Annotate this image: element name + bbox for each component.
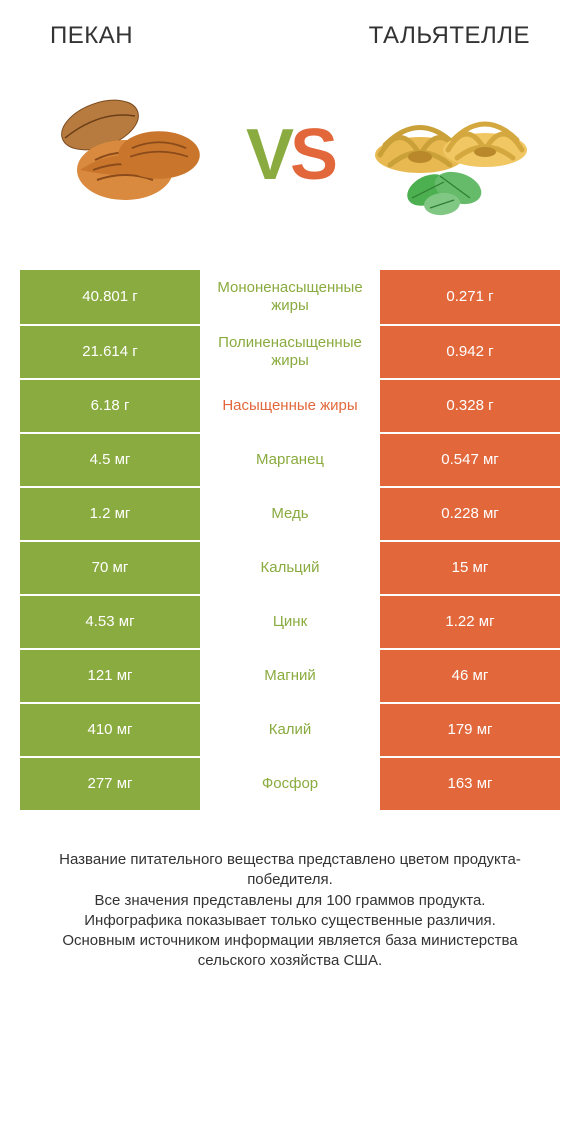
nutrient-label: Кальций bbox=[200, 542, 380, 594]
right-value: 0.271 г bbox=[380, 270, 560, 324]
right-value: 1.22 мг bbox=[380, 596, 560, 648]
left-value: 21.614 г bbox=[20, 326, 200, 378]
nutrient-label: Калий bbox=[200, 704, 380, 756]
table-row: 70 мгКальций15 мг bbox=[20, 540, 560, 594]
footer-line: Название питательного вещества представл… bbox=[28, 850, 552, 891]
left-value: 410 мг bbox=[20, 704, 200, 756]
tagliatelle-icon bbox=[370, 80, 540, 230]
table-row: 121 мгМагний46 мг bbox=[20, 648, 560, 702]
footer-line: Все значения представлены для 100 граммо… bbox=[28, 891, 552, 911]
right-value: 0.328 г bbox=[380, 380, 560, 432]
nutrient-label: Медь bbox=[200, 488, 380, 540]
right-value: 0.547 мг bbox=[380, 434, 560, 486]
footer-note: Название питательного вещества представл… bbox=[0, 810, 580, 972]
table-row: 277 мгФосфор163 мг bbox=[20, 756, 560, 810]
right-value: 179 мг bbox=[380, 704, 560, 756]
left-value: 1.2 мг bbox=[20, 488, 200, 540]
left-food-title: ПЕКАН bbox=[50, 22, 133, 50]
left-value: 6.18 г bbox=[20, 380, 200, 432]
nutrient-label: Насыщенные жиры bbox=[200, 380, 380, 432]
table-row: 21.614 гПолиненасыщенные жиры0.942 г bbox=[20, 324, 560, 378]
vs-area: VS bbox=[0, 50, 580, 270]
left-value: 40.801 г bbox=[20, 270, 200, 324]
table-row: 1.2 мгМедь0.228 мг bbox=[20, 486, 560, 540]
footer-line: Основным источником информации является … bbox=[28, 931, 552, 972]
right-value: 0.228 мг bbox=[380, 488, 560, 540]
nutrient-label: Цинк bbox=[200, 596, 380, 648]
right-value: 0.942 г bbox=[380, 326, 560, 378]
pecan-icon bbox=[40, 80, 210, 230]
left-value: 70 мг bbox=[20, 542, 200, 594]
left-value: 4.5 мг bbox=[20, 434, 200, 486]
right-food-title: ТАЛЬЯТЕЛЛЕ bbox=[369, 22, 530, 50]
nutrient-label: Мононенасыщенные жиры bbox=[200, 270, 380, 324]
table-row: 40.801 гМононенасыщенные жиры0.271 г bbox=[20, 270, 560, 324]
nutrient-label: Фосфор bbox=[200, 758, 380, 810]
table-row: 4.5 мгМарганец0.547 мг bbox=[20, 432, 560, 486]
left-value: 277 мг bbox=[20, 758, 200, 810]
vs-s: S bbox=[290, 115, 334, 195]
header: ПЕКАН ТАЛЬЯТЕЛЛЕ bbox=[0, 0, 580, 50]
right-value: 163 мг bbox=[380, 758, 560, 810]
footer-line: Инфографика показывает только существенн… bbox=[28, 911, 552, 931]
table-row: 6.18 гНасыщенные жиры0.328 г bbox=[20, 378, 560, 432]
table-row: 4.53 мгЦинк1.22 мг bbox=[20, 594, 560, 648]
right-value: 46 мг bbox=[380, 650, 560, 702]
nutrient-label: Полиненасыщенные жиры bbox=[200, 326, 380, 378]
comparison-table: 40.801 гМононенасыщенные жиры0.271 г21.6… bbox=[20, 270, 560, 810]
table-row: 410 мгКалий179 мг bbox=[20, 702, 560, 756]
left-value: 121 мг bbox=[20, 650, 200, 702]
nutrient-label: Магний bbox=[200, 650, 380, 702]
nutrient-label: Марганец bbox=[200, 434, 380, 486]
right-value: 15 мг bbox=[380, 542, 560, 594]
vs-v: V bbox=[246, 115, 290, 195]
left-value: 4.53 мг bbox=[20, 596, 200, 648]
vs-label: VS bbox=[246, 119, 334, 191]
